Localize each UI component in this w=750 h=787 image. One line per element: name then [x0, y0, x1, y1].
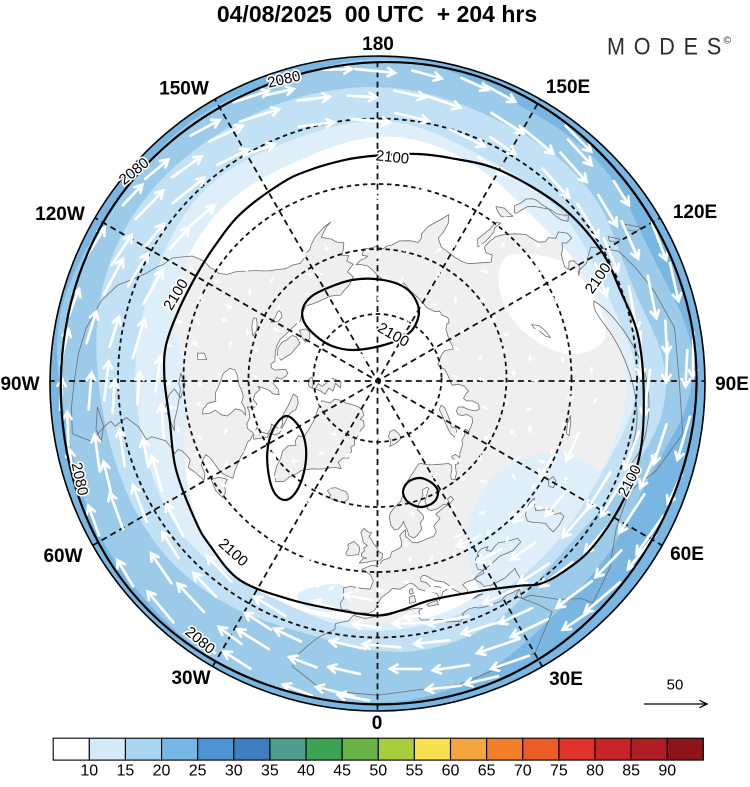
svg-text:30E: 30E [549, 669, 583, 690]
svg-text:30: 30 [225, 763, 243, 780]
svg-text:90W: 90W [0, 374, 39, 395]
svg-text:90E: 90E [715, 374, 749, 395]
svg-text:35: 35 [261, 763, 279, 780]
svg-text:150E: 150E [546, 77, 590, 98]
svg-text:0: 0 [372, 713, 383, 734]
svg-text:80: 80 [586, 763, 604, 780]
svg-text:20: 20 [153, 763, 171, 780]
svg-text:40: 40 [297, 763, 315, 780]
svg-text:120E: 120E [673, 202, 717, 223]
svg-text:45: 45 [333, 763, 351, 780]
svg-text:60E: 60E [670, 544, 704, 565]
svg-text:85: 85 [622, 763, 640, 780]
svg-text:MODES: MODES [607, 32, 730, 60]
svg-text:2100: 2100 [375, 147, 410, 167]
svg-text:50: 50 [369, 763, 387, 780]
svg-text:55: 55 [406, 763, 424, 780]
svg-text:©: © [724, 35, 732, 47]
svg-text:15: 15 [117, 763, 135, 780]
svg-text:180: 180 [362, 34, 394, 55]
svg-text:10: 10 [80, 763, 98, 780]
svg-text:70: 70 [514, 763, 532, 780]
svg-text:50: 50 [667, 677, 684, 694]
svg-text:90: 90 [658, 763, 676, 780]
svg-text:60W: 60W [43, 546, 82, 567]
svg-text:30W: 30W [171, 668, 210, 689]
svg-text:60: 60 [442, 763, 460, 780]
svg-text:65: 65 [478, 763, 496, 780]
svg-text:04/08/2025 00 UTC + 204 hrs: 04/08/2025 00 UTC + 204 hrs [217, 1, 537, 27]
svg-text:75: 75 [550, 763, 568, 780]
svg-text:120W: 120W [35, 204, 85, 225]
svg-text:150W: 150W [159, 79, 209, 100]
svg-text:25: 25 [189, 763, 207, 780]
